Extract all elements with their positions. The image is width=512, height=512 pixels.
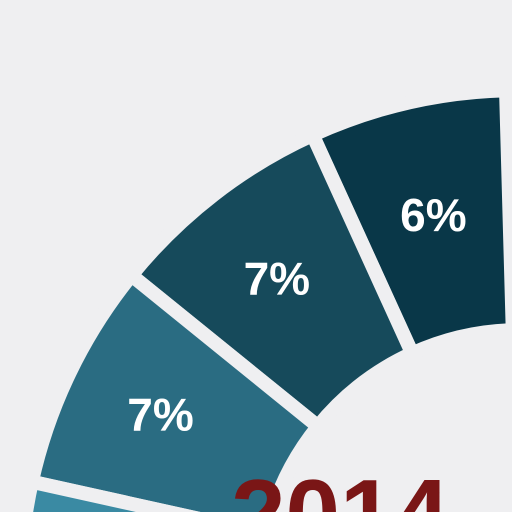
center-year-label: 2014	[231, 459, 449, 512]
center-hole	[293, 350, 512, 512]
slice-value-label-4: 7%	[127, 389, 193, 441]
donut-slice-4	[23, 265, 328, 512]
donut-slice-2	[303, 83, 512, 363]
donut-slice-3	[121, 125, 422, 437]
slices-layer	[19, 83, 512, 512]
slice-value-label-2: 6%	[400, 189, 466, 241]
slice-value-label-3: 7%	[244, 253, 310, 305]
labels-layer: 16%7%7%	[127, 189, 466, 441]
donut-slice-5	[19, 473, 201, 512]
